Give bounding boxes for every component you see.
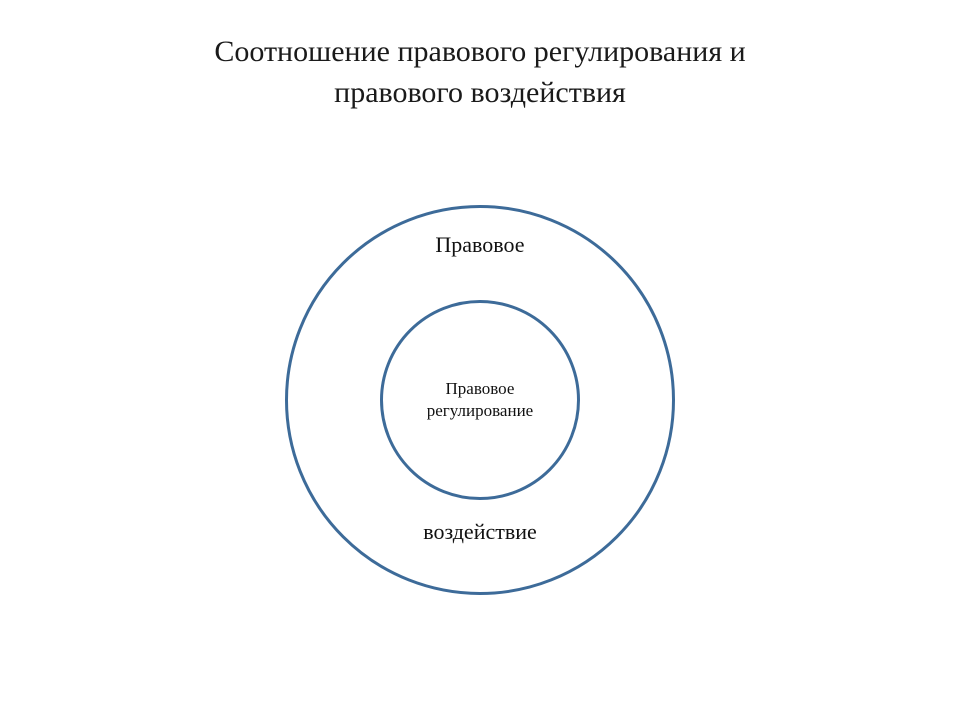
inner-circle: Правовое регулирование — [380, 300, 580, 500]
title-line-1: Соотношение правового регулирования и — [214, 35, 745, 68]
venn-diagram: Правовое Правовое регулирование воздейст… — [0, 190, 960, 610]
inner-label-line-2: регулирование — [427, 401, 533, 420]
inner-circle-label: Правовое регулирование — [427, 378, 533, 422]
outer-circle-label-bottom: воздействие — [285, 519, 675, 545]
outer-circle-label-top: Правовое — [285, 232, 675, 258]
page: Соотношение правового регулирования и пр… — [0, 0, 960, 720]
inner-label-line-1: Правовое — [446, 379, 515, 398]
page-title: Соотношение правового регулирования и пр… — [0, 32, 960, 113]
title-line-2: правового воздействия — [334, 76, 626, 109]
